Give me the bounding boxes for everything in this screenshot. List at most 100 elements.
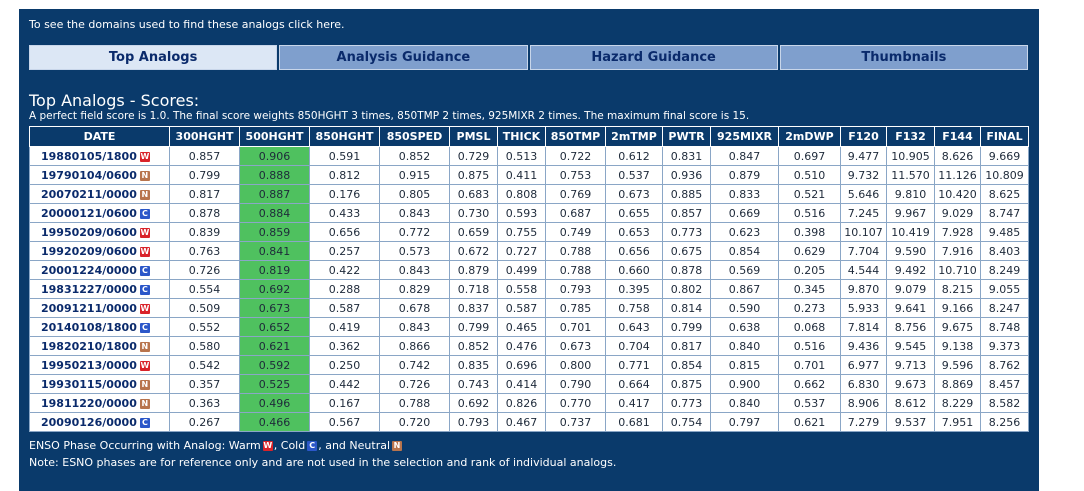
date-text[interactable]: 20000121/0600 [41,206,137,220]
score-cell: 0.754 [662,412,711,432]
score-cell: 9.545 [886,336,935,356]
enso-badge-icon: C [139,265,150,276]
score-cell: 0.866 [379,336,450,356]
score-cell: 0.857 [662,203,711,223]
score-cell: 0.653 [605,222,663,242]
date-cell[interactable]: 19950213/0000 W [29,355,170,375]
date-cell[interactable]: 20091211/0000 W [29,298,170,318]
score-cell: 0.808 [497,184,546,204]
score-cell: 9.138 [934,336,981,356]
date-text[interactable]: 19790104/0600 [41,168,137,182]
score-cell: 0.701 [545,317,606,337]
enso-badge-icon: W [139,227,150,238]
date-text[interactable]: 19950209/0600 [41,225,137,239]
score-cell: 0.592 [239,355,310,375]
date-cell[interactable]: 19820210/1800 N [29,336,170,356]
table-row: 19930115/0000 N 0.357 0.525 0.442 0.726 0.743 0… [29,374,1029,394]
score-cell: 0.839 [169,222,240,242]
date-cell[interactable]: 19831227/0000 C [29,279,170,299]
score-cell: 0.854 [662,355,711,375]
date-cell[interactable]: 20000121/0600 C [29,203,170,223]
column-header-f132: F132 [886,126,935,147]
enso-badge-icon: W [139,360,150,371]
score-cell: 0.790 [545,374,606,394]
score-cell: 0.859 [239,222,310,242]
score-cell: 6.977 [840,355,887,375]
date-cell[interactable]: 20140108/1800 C [29,317,170,337]
score-cell: 0.840 [710,393,779,413]
score-cell: 0.758 [605,298,663,318]
score-cell: 8.869 [934,374,981,394]
score-cell: 0.681 [605,412,663,432]
score-cell: 9.967 [886,203,935,223]
date-text[interactable]: 19820210/1800 [41,339,137,353]
table-row: 19831227/0000 C 0.554 0.692 0.288 0.829 0.718 0… [29,279,1029,299]
score-cell: 9.055 [980,279,1029,299]
table-row: 19790104/0600 N 0.799 0.888 0.812 0.915 0.875 0… [29,165,1029,185]
score-cell: 9.477 [840,146,887,166]
date-text[interactable]: 19930115/0000 [41,377,137,391]
score-cell: 0.363 [169,393,240,413]
date-text[interactable]: 20070211/0000 [41,187,137,201]
date-text[interactable]: 20001224/0000 [41,263,137,277]
score-cell: 0.799 [449,317,498,337]
score-cell: 9.669 [980,146,1029,166]
cold-badge-icon: C [307,441,318,451]
date-cell[interactable]: 19950209/0600 W [29,222,170,242]
score-cell: 0.675 [662,241,711,261]
score-cell: 0.621 [239,336,310,356]
score-cell: 0.621 [778,412,841,432]
date-text[interactable]: 19920209/0600 [41,244,137,258]
score-cell: 8.256 [980,412,1029,432]
date-cell[interactable]: 20070211/0000 N [29,184,170,204]
enso-badge-icon: C [139,208,150,219]
score-cell: 0.558 [497,279,546,299]
date-text[interactable]: 20091211/0000 [41,301,137,315]
date-text[interactable]: 19880105/1800 [41,149,137,163]
score-cell: 0.887 [239,184,310,204]
date-text[interactable]: 20090126/0000 [41,415,137,429]
score-cell: 0.569 [710,260,779,280]
date-cell[interactable]: 19811220/0000 N [29,393,170,413]
score-cell: 0.345 [778,279,841,299]
score-cell: 0.673 [239,298,310,318]
score-cell: 11.126 [934,165,981,185]
domains-link[interactable]: To see the domains used to find these an… [29,18,345,31]
date-cell[interactable]: 19790104/0600 N [29,165,170,185]
date-cell[interactable]: 20090126/0000 C [29,412,170,432]
section-title: Top Analogs - Scores: [29,91,200,110]
score-cell: 9.492 [886,260,935,280]
tab-hazard-guidance[interactable]: Hazard Guidance [529,45,778,70]
column-header-thick: THICK [497,126,546,147]
score-cell: 9.870 [840,279,887,299]
tab-thumbnails[interactable]: Thumbnails [779,45,1028,70]
date-text[interactable]: 19831227/0000 [41,282,137,296]
date-text[interactable]: 19950213/0000 [41,358,137,372]
analog-panel: To see the domains used to find these an… [18,8,1040,491]
date-text[interactable]: 20140108/1800 [41,320,137,334]
tab-top-analogs[interactable]: Top Analogs [29,45,278,70]
score-cell: 0.542 [169,355,240,375]
score-cell: 0.793 [449,412,498,432]
score-cell: 0.692 [449,393,498,413]
tab-analysis-guidance[interactable]: Analysis Guidance [279,45,528,70]
date-cell[interactable]: 19920209/0600 W [29,241,170,261]
score-cell: 0.417 [605,393,663,413]
score-cell: 0.840 [710,336,779,356]
date-cell[interactable]: 19880105/1800 W [29,146,170,166]
score-cell: 0.476 [497,336,546,356]
score-cell: 0.537 [778,393,841,413]
table-row: 20140108/1800 C 0.552 0.652 0.419 0.843 0.799 0… [29,317,1029,337]
score-cell: 0.656 [605,241,663,261]
score-cell: 0.257 [309,241,380,261]
score-cell: 0.878 [662,260,711,280]
date-text[interactable]: 19811220/0000 [41,396,137,410]
score-cell: 0.660 [605,260,663,280]
score-cell: 0.250 [309,355,380,375]
score-cell: 0.773 [662,222,711,242]
score-cell: 0.167 [309,393,380,413]
date-cell[interactable]: 19930115/0000 N [29,374,170,394]
score-cell: 9.590 [886,241,935,261]
date-cell[interactable]: 20001224/0000 C [29,260,170,280]
score-cell: 0.068 [778,317,841,337]
